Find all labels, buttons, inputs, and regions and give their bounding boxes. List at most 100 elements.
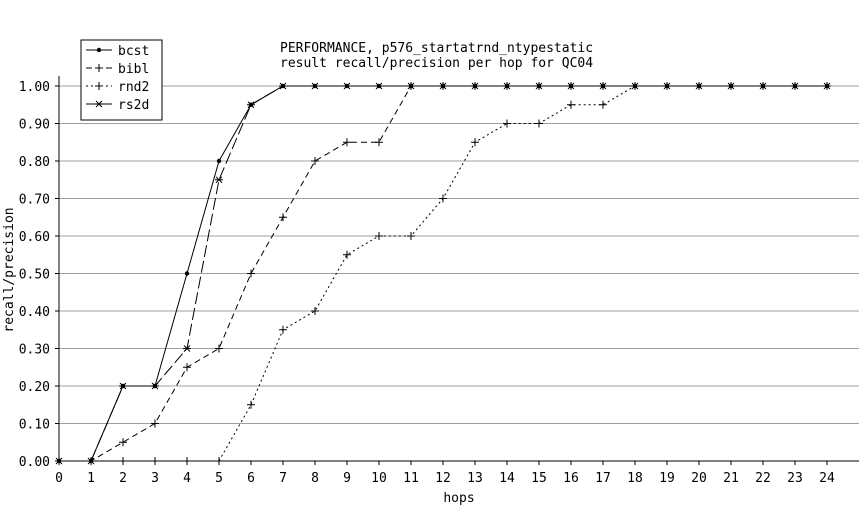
data-point [791, 82, 799, 90]
x-tick-label: 10 [371, 471, 387, 486]
data-point [535, 119, 543, 128]
x-tick-label: 23 [787, 471, 803, 486]
data-point [311, 157, 319, 165]
x-tick-label: 2 [119, 471, 127, 486]
y-tick-labels: 0.00 0.10 0.20 0.30 0.40 0.50 0.60 0.70 0.80 0.90… [19, 80, 50, 470]
y-tick-label: 0.30 [19, 343, 50, 358]
x-tick-label: 7 [279, 471, 287, 486]
data-point [503, 119, 511, 128]
data-point [311, 307, 319, 315]
legend-label: bibl [118, 62, 149, 77]
data-point [216, 158, 222, 164]
y-tick-label: 0.70 [19, 193, 50, 208]
data-point [407, 232, 415, 240]
data-point [311, 82, 319, 90]
data-point [183, 363, 191, 372]
x-tick-label: 22 [755, 471, 771, 486]
x-tick-label: 24 [819, 471, 835, 486]
data-point [695, 82, 703, 90]
data-point [663, 82, 671, 90]
legend-box [80, 39, 163, 121]
data-point [215, 176, 223, 184]
data-point [471, 82, 479, 90]
x-tick-label: 3 [151, 471, 159, 486]
chart-title: PERFORMANCE, p576_startatrnd_ntypestatic [280, 41, 593, 56]
data-point [119, 438, 127, 447]
data-point [119, 457, 127, 465]
legend: bcst bibl rnd2 rs2d [80, 39, 163, 121]
data-point [279, 213, 287, 222]
y-tick-label: 0.20 [19, 380, 50, 395]
x-axis-label: hops [443, 491, 474, 506]
data-point [535, 82, 543, 90]
data-point [184, 271, 190, 276]
data-point [183, 345, 191, 352]
x-tick-label: 8 [311, 471, 319, 486]
data-point [343, 138, 351, 147]
data-point [247, 269, 255, 278]
x-tick-label: 19 [659, 471, 675, 486]
x-tick-label: 21 [723, 471, 739, 486]
x-tick-labels: 0 1 2 3 4 5 6 7 8 9 10 11 12 13 14 15 16 17 18 19 20 21 22 23 24 [55, 471, 835, 486]
x-tick-label: 11 [403, 471, 419, 486]
x-tick-label: 9 [343, 471, 351, 486]
data-point [407, 82, 415, 90]
legend-label: bcst [118, 44, 149, 59]
data-point [599, 100, 607, 109]
axes [55, 76, 859, 465]
y-tick-label: 0.80 [19, 155, 50, 170]
x-tick-label: 1 [87, 471, 95, 486]
data-point [439, 194, 447, 203]
series-group [55, 82, 831, 465]
data-point [95, 100, 103, 108]
data-point [343, 250, 351, 259]
data-point [183, 457, 191, 465]
y-tick-label: 0.50 [19, 268, 50, 283]
chart-subtitle: result recall/precision per hop for QC04 [280, 56, 593, 71]
x-tick-label: 17 [595, 471, 611, 486]
data-point [151, 419, 159, 428]
data-point [343, 82, 351, 90]
data-point [247, 101, 255, 109]
x-tick-label: 0 [55, 471, 63, 486]
legend-label: rs2d [118, 98, 149, 113]
x-tick-label: 13 [467, 471, 483, 486]
data-point [215, 344, 223, 353]
data-point [247, 400, 255, 409]
data-point [727, 82, 735, 90]
series-rs2d [55, 82, 831, 465]
legend-label: rnd2 [118, 80, 149, 95]
data-point [567, 100, 575, 109]
x-tick-label: 18 [627, 471, 643, 486]
data-point [119, 382, 127, 390]
y-axis-label: recall/precision [2, 207, 17, 332]
y-tick-label: 0.90 [19, 118, 50, 133]
x-tick-label: 6 [247, 471, 255, 486]
x-tick-label: 20 [691, 471, 707, 486]
data-point [215, 457, 223, 465]
data-point [567, 82, 575, 90]
data-point [279, 82, 287, 90]
data-point [279, 325, 287, 334]
x-tick-label: 4 [183, 471, 191, 486]
gridlines [59, 85, 859, 424]
y-tick-label: 0.60 [19, 230, 50, 245]
y-tick-label: 1.00 [19, 80, 50, 95]
x-tick-label: 5 [215, 471, 223, 486]
data-point [375, 232, 383, 240]
x-tick-label: 12 [435, 471, 451, 486]
x-tick-label: 16 [563, 471, 579, 486]
data-point [823, 82, 831, 90]
data-point [151, 457, 159, 465]
data-point [55, 457, 63, 465]
data-point [631, 82, 639, 90]
data-point [151, 382, 159, 390]
data-point [95, 82, 103, 90]
y-tick-label: 0.00 [19, 455, 50, 470]
data-point [95, 64, 103, 72]
data-point [96, 47, 102, 53]
x-tick-label: 15 [531, 471, 547, 486]
data-point [759, 82, 767, 90]
y-tick-label: 0.10 [19, 418, 50, 433]
data-point [503, 82, 511, 90]
